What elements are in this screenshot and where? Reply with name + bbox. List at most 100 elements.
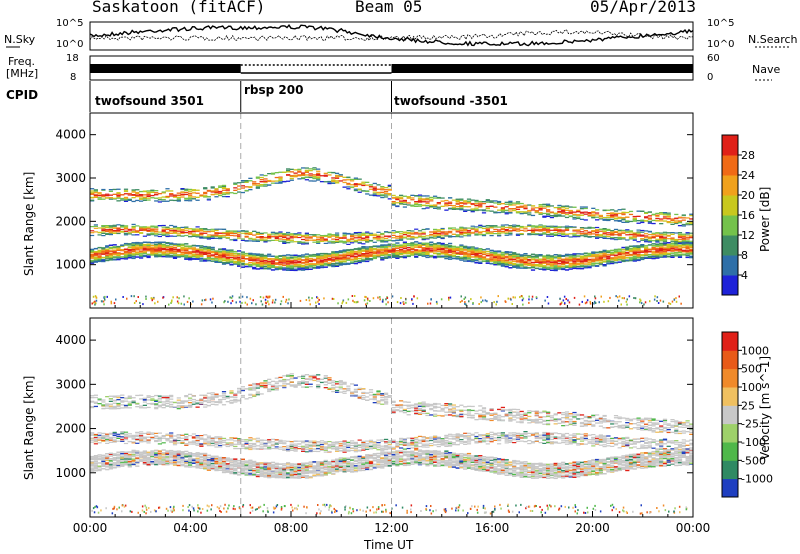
- echo-cell: [146, 249, 151, 251]
- echo-cell: [180, 235, 185, 237]
- echo-cell: [549, 256, 554, 258]
- echo-cell: [685, 247, 690, 249]
- echo-cell: [161, 191, 166, 193]
- echo-cell: [131, 248, 136, 251]
- echo-cell: [670, 237, 675, 239]
- echo-cell: [123, 244, 129, 246]
- echo-cell: [470, 249, 475, 252]
- echo-cell: [131, 442, 136, 444]
- echo-cell: [123, 190, 129, 192]
- echo-cell: [101, 249, 106, 252]
- echo-cell: [515, 202, 521, 204]
- echo-cell: [90, 262, 95, 264]
- echo-cell: [142, 450, 147, 452]
- echo-cell: [331, 260, 336, 263]
- echo-cell: [165, 231, 170, 233]
- echo-cell: [244, 181, 249, 183]
- echo-cell: [448, 248, 453, 250]
- echo-cell: [500, 211, 505, 213]
- echo-cell: [512, 229, 517, 231]
- echo-cell: [636, 255, 641, 257]
- echo-cell: [417, 199, 423, 201]
- echo-cell: [297, 236, 302, 239]
- echo-cell: [282, 236, 287, 238]
- echo-cell: [478, 204, 483, 206]
- echo-cell: [308, 239, 313, 241]
- echo-cell: [620, 303, 622, 306]
- echo-cell: [493, 206, 498, 208]
- echo-cell: [316, 168, 321, 170]
- echo-cell: [139, 456, 144, 458]
- echo-cell: [203, 229, 208, 231]
- echo-cell: [229, 259, 234, 261]
- echo-cell: [497, 295, 499, 298]
- echo-cell: [421, 199, 426, 201]
- echo-cell: [365, 231, 370, 233]
- echo-cell: [97, 251, 102, 254]
- echo-cell: [497, 209, 502, 211]
- echo-cell: [561, 211, 566, 213]
- echo-cell: [613, 231, 619, 234]
- echo-cell: [561, 235, 566, 237]
- echo-cell: [304, 167, 309, 169]
- echo-cell: [553, 269, 558, 272]
- echo-cell: [154, 244, 159, 247]
- echo-cell: [297, 260, 302, 263]
- echo-cell: [685, 246, 690, 248]
- echo-cell: [485, 233, 490, 235]
- echo-cell: [203, 247, 208, 249]
- echo-cell: [628, 220, 634, 223]
- echo-cell: [670, 246, 675, 248]
- echo-cell: [278, 234, 283, 236]
- echo-cell: [489, 258, 494, 261]
- echo-cell: [530, 205, 536, 207]
- echo-cell: [172, 250, 178, 253]
- echo-cell: [534, 229, 539, 231]
- echo-cell: [317, 300, 319, 303]
- echo-cell: [478, 256, 483, 258]
- echo-cell: [244, 254, 249, 257]
- echo-cell: [139, 253, 144, 255]
- echo-cell: [647, 241, 652, 243]
- echo-cell: [549, 205, 554, 207]
- echo-cell: [485, 258, 490, 260]
- echo-cell: [188, 233, 193, 235]
- echo-cell: [406, 232, 411, 234]
- echo-cell: [493, 200, 498, 202]
- echo-cell: [127, 454, 132, 457]
- echo-cell: [267, 266, 272, 268]
- echo-cell: [387, 255, 392, 258]
- echo-cell: [689, 236, 694, 238]
- echo-cell: [180, 247, 185, 249]
- echo-cell: [508, 255, 513, 258]
- echo-cell: [105, 459, 110, 462]
- echo-cell: [259, 253, 264, 256]
- echo-cell: [131, 242, 136, 244]
- echo-cell: [195, 189, 200, 191]
- echo-cell: [595, 230, 600, 232]
- echo-cell: [97, 436, 102, 438]
- echo-cell: [316, 254, 321, 256]
- echo-cell: [108, 259, 113, 261]
- echo-cell: [628, 237, 634, 239]
- echo-cell: [465, 303, 467, 306]
- echo-cell: [421, 250, 426, 252]
- echo-cell: [161, 196, 166, 198]
- echo-cell: [549, 258, 554, 261]
- echo-cell: [139, 197, 144, 199]
- echo-cell: [609, 296, 611, 299]
- echo-cell: [233, 255, 238, 257]
- echo-cell: [376, 191, 381, 194]
- echo-cell: [101, 231, 106, 233]
- echo-cell: [274, 236, 279, 238]
- echo-cell: [278, 236, 283, 238]
- echo-cell: [613, 228, 619, 230]
- echo-cell: [131, 250, 136, 253]
- echo-cell: [165, 190, 170, 192]
- echo-cell: [180, 196, 185, 198]
- echo-cell: [528, 295, 530, 298]
- echo-cell: [139, 455, 144, 457]
- echo-cell: [497, 263, 502, 266]
- echo-cell: [640, 231, 645, 233]
- echo-cell: [500, 230, 505, 232]
